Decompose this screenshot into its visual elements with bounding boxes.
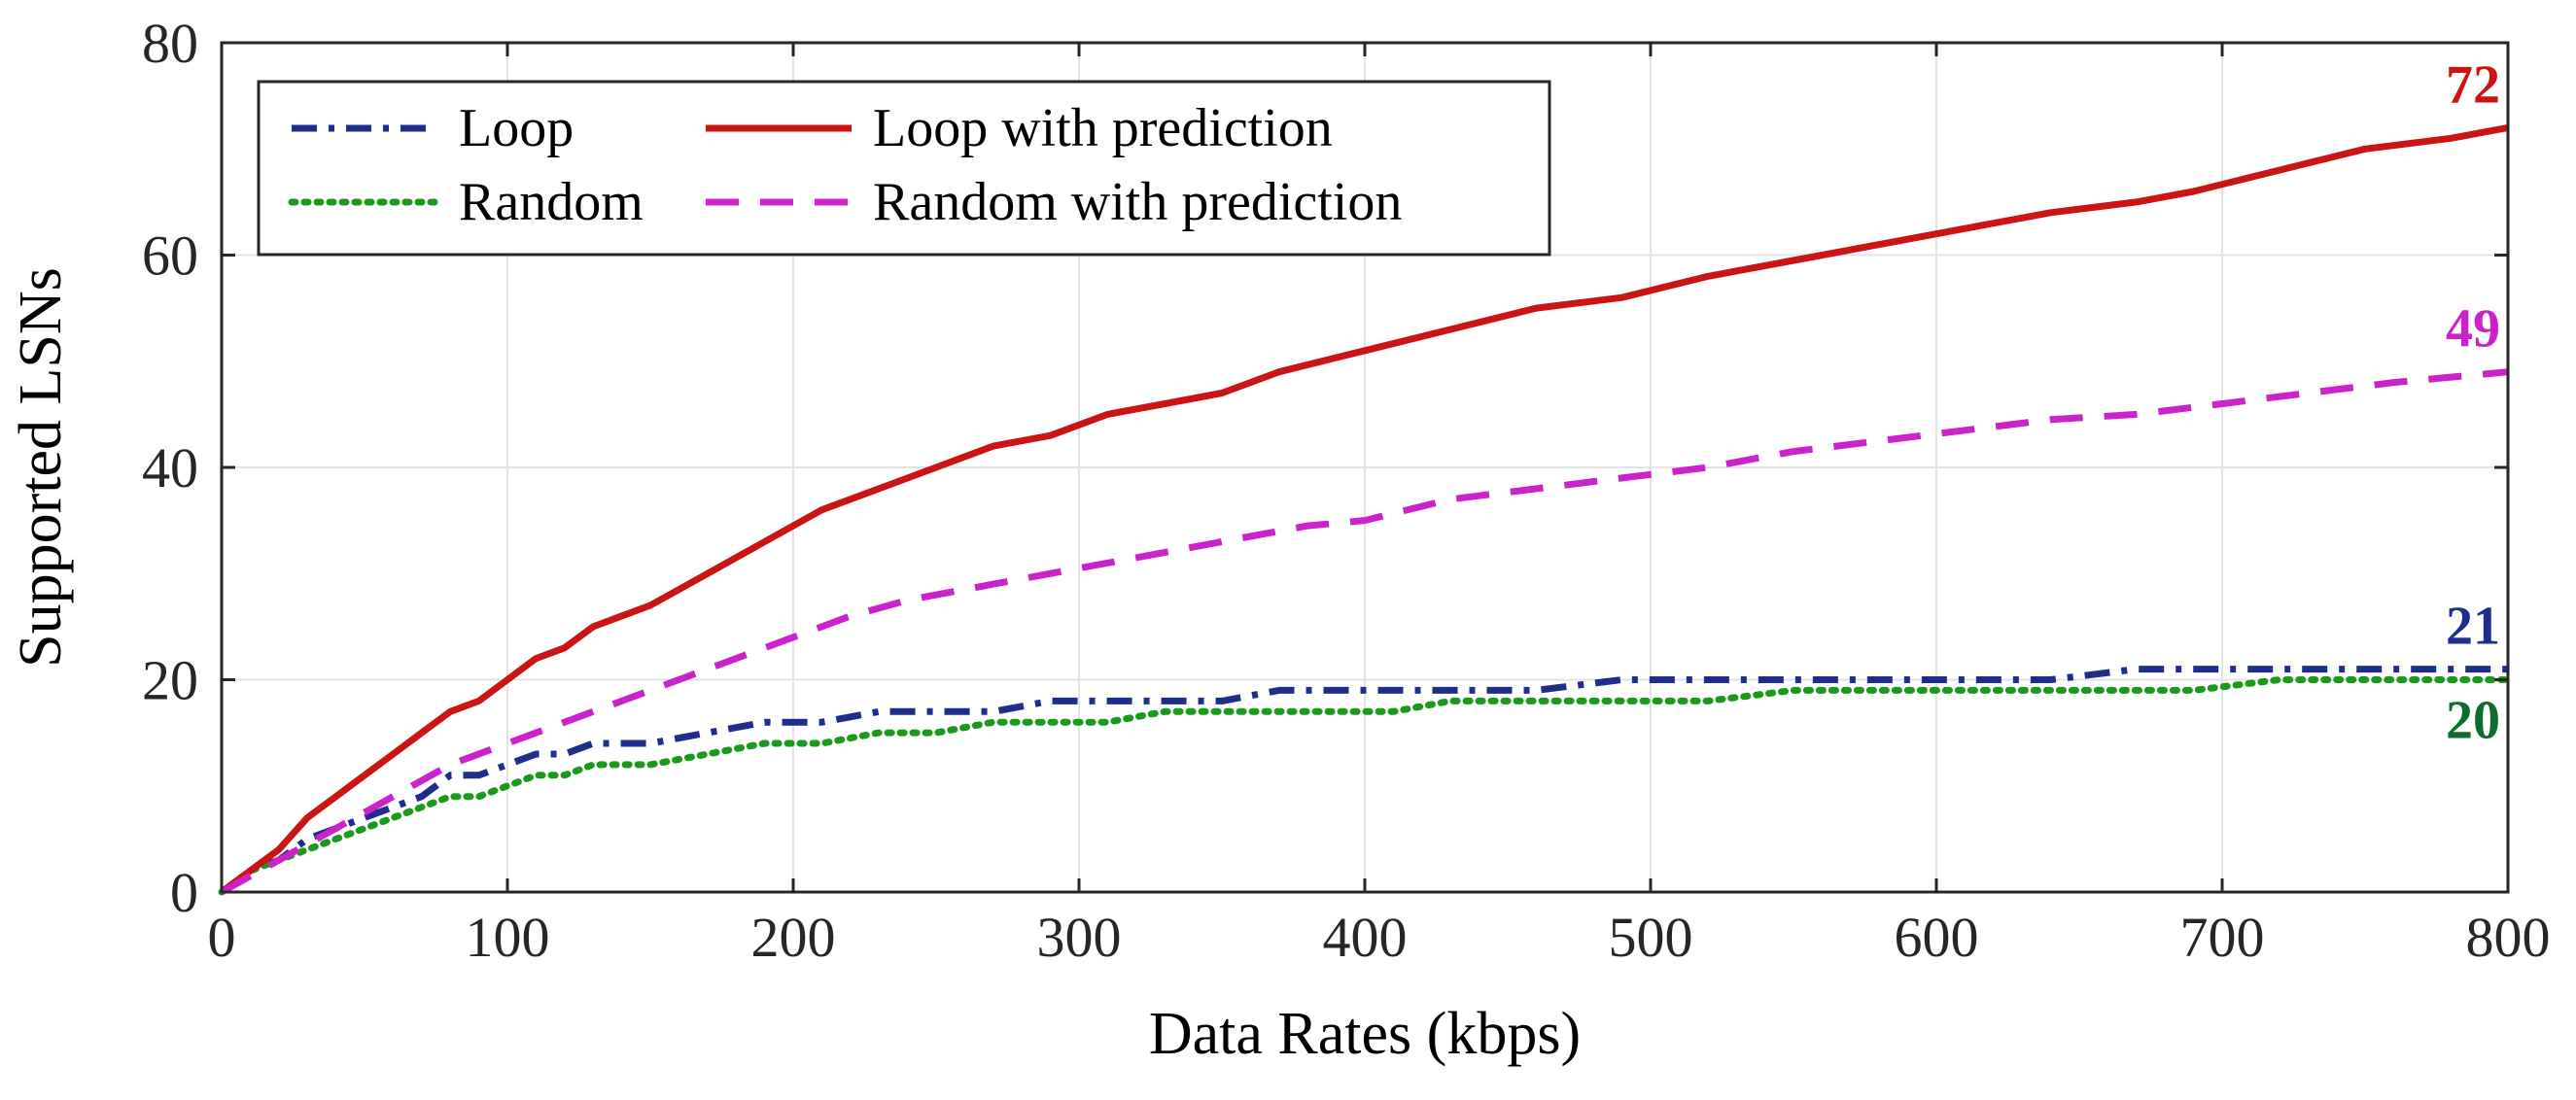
series-layer [218, 123, 2512, 896]
series-line-random-with-prediction [220, 368, 2509, 896]
end-labels: 21 20 72 49 [2446, 54, 2500, 750]
x-tick-label: 600 [1895, 906, 1979, 969]
y-tick-label: 80 [142, 12, 198, 75]
end-value-label: 72 [2446, 54, 2500, 115]
legend-label: Random with prediction [873, 172, 1402, 232]
end-value-label: 21 [2446, 597, 2500, 657]
series-line-random [218, 676, 2512, 896]
x-tick-label: 300 [1037, 906, 1122, 969]
series-line-loop [219, 666, 2508, 895]
y-tick-label: 40 [142, 436, 198, 499]
x-tick-label: 100 [466, 906, 550, 969]
y-tick-label: 20 [142, 649, 198, 712]
y-axis-title: Supported LSNs [8, 267, 74, 668]
legend-label: Random [459, 172, 644, 232]
legend: Loop Random Loop with prediction Random wit… [257, 80, 1551, 257]
legend-label: Loop with prediction [873, 98, 1333, 158]
end-value-label: 20 [2446, 691, 2500, 751]
x-axis-title: Data Rates (kbps) [1149, 1001, 1581, 1067]
x-tick-label: 800 [2466, 906, 2551, 969]
y-tick-label: 0 [170, 861, 198, 924]
x-tick-label: 500 [1609, 906, 1693, 969]
legend-box [257, 80, 1551, 257]
x-tick-label: 0 [208, 906, 236, 969]
x-tick-label: 200 [751, 906, 836, 969]
x-tick-label: 700 [2180, 906, 2265, 969]
x-tick-label: 400 [1323, 906, 1408, 969]
legend-label: Loop [459, 98, 574, 158]
tick-labels: 0 100 200 300 400 500 600 700 800 0 20 40 60 80 [142, 12, 2551, 969]
y-tick-label: 60 [142, 224, 198, 288]
end-value-label: 49 [2446, 299, 2500, 360]
series-line-loop-with-prediction [219, 123, 2509, 895]
